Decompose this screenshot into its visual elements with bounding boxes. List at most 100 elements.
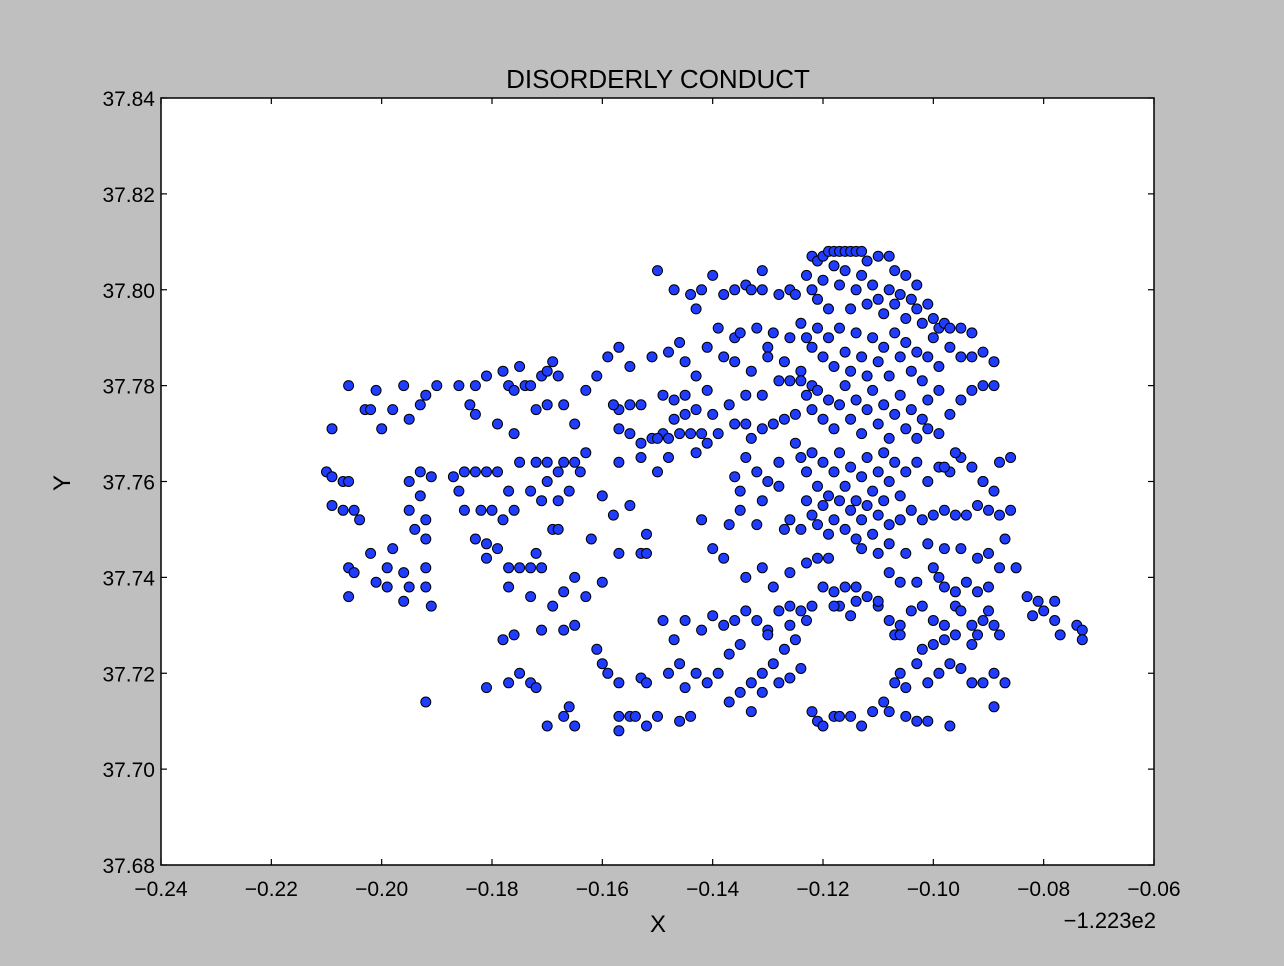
- scatter-point: [983, 605, 994, 617]
- scatter-point: [922, 715, 934, 727]
- scatter-point: [492, 466, 503, 478]
- scatter-point: [712, 428, 724, 440]
- scatter-point: [701, 341, 713, 353]
- scatter-point: [927, 639, 939, 650]
- scatter-point: [420, 514, 432, 526]
- scatter-point: [453, 485, 465, 497]
- scatter-point: [949, 586, 961, 598]
- y-tick-label: 37.70: [102, 759, 155, 782]
- x-tick-label: −0.06: [1127, 878, 1180, 901]
- scatter-point: [839, 523, 851, 535]
- scatter-point: [977, 476, 989, 487]
- scatter-point: [370, 384, 382, 396]
- scatter-point: [795, 375, 807, 387]
- scatter-point: [900, 269, 912, 281]
- scatter-point: [806, 341, 818, 353]
- scatter-point: [514, 361, 526, 372]
- scatter-point: [607, 399, 619, 411]
- scatter-point: [817, 500, 829, 511]
- scatter-point: [530, 456, 542, 468]
- scatter-point: [905, 365, 917, 377]
- scatter-point: [508, 629, 520, 641]
- scatter-point: [1038, 605, 1050, 617]
- x-axis-ticks: −0.24 −0.22 −0.20 −0.18 −0.16 −0.14 −0.12 −0.10…: [134, 98, 1181, 901]
- scatter-point: [685, 710, 697, 722]
- scatter-point: [613, 547, 625, 559]
- scatter-point: [927, 332, 939, 344]
- scatter-point: [850, 595, 862, 607]
- scatter-point: [922, 351, 934, 363]
- scatter-point: [911, 576, 923, 588]
- scatter-point: [756, 686, 768, 698]
- scatter-point: [641, 720, 652, 732]
- scatter-point: [773, 289, 785, 300]
- scatter-point: [414, 466, 426, 478]
- scatter-point: [922, 677, 934, 689]
- scatter-point: [933, 428, 945, 440]
- scatter-point: [883, 538, 895, 550]
- x-tick-label: −0.24: [134, 878, 187, 901]
- scatter-point: [828, 586, 840, 598]
- scatter-point: [911, 658, 923, 670]
- scatter-point: [663, 346, 674, 358]
- scatter-point: [828, 423, 840, 435]
- scatter-point: [458, 504, 470, 516]
- scatter-point: [767, 581, 779, 593]
- scatter-point: [828, 260, 840, 272]
- scatter-point: [514, 456, 526, 468]
- scatter-point: [894, 629, 906, 641]
- scatter-point: [481, 370, 492, 382]
- scatter-point: [624, 500, 636, 511]
- x-tick-label: −0.08: [1017, 878, 1070, 901]
- scatter-point: [558, 586, 570, 598]
- scatter-point: [834, 447, 845, 459]
- scatter-point: [767, 658, 779, 670]
- scatter-point: [552, 370, 564, 382]
- scatter-point: [944, 341, 956, 353]
- scatter-point: [613, 725, 625, 737]
- scatter-point: [949, 629, 961, 641]
- scatter-point: [376, 423, 388, 435]
- scatter-point: [817, 274, 829, 286]
- scatter-point: [977, 346, 989, 358]
- scatter-point: [624, 399, 636, 411]
- scatter-point: [872, 466, 884, 478]
- scatter-point: [889, 408, 901, 420]
- scatter-point: [348, 567, 360, 579]
- scatter-point: [878, 495, 890, 507]
- scatter-point: [988, 380, 1000, 392]
- scatter-point: [922, 423, 934, 435]
- scatter-point: [867, 528, 879, 540]
- scatter-point: [751, 466, 763, 478]
- scatter-point: [503, 677, 515, 689]
- scatter-point: [773, 480, 785, 492]
- x-tick-label: −0.14: [686, 878, 739, 901]
- scatter-point: [602, 667, 614, 679]
- scatter-point: [883, 284, 895, 296]
- scatter-point: [701, 677, 713, 689]
- scatter-point: [900, 423, 912, 435]
- scatter-point: [938, 461, 950, 473]
- scatter-point: [916, 643, 928, 655]
- y-tick-label: 37.84: [102, 88, 155, 111]
- scatter-point: [784, 332, 796, 344]
- scatter-point: [867, 384, 879, 396]
- scatter-point: [927, 615, 939, 626]
- scatter-point: [938, 504, 950, 516]
- scatter-point: [756, 265, 768, 277]
- scatter-point: [850, 533, 862, 545]
- scatter-point: [911, 432, 923, 444]
- scatter-point: [701, 384, 713, 396]
- scatter-point: [916, 317, 928, 329]
- x-axis-label: X: [650, 911, 666, 938]
- scatter-point: [547, 600, 559, 612]
- scatter-point: [911, 715, 923, 727]
- scatter-point: [652, 432, 663, 444]
- scatter-point: [916, 413, 928, 425]
- scatter-point: [552, 495, 564, 507]
- scatter-point: [751, 615, 763, 626]
- scatter-point: [663, 452, 674, 463]
- scatter-point: [784, 375, 796, 387]
- scatter-point: [541, 456, 553, 468]
- scatter-point: [845, 610, 857, 622]
